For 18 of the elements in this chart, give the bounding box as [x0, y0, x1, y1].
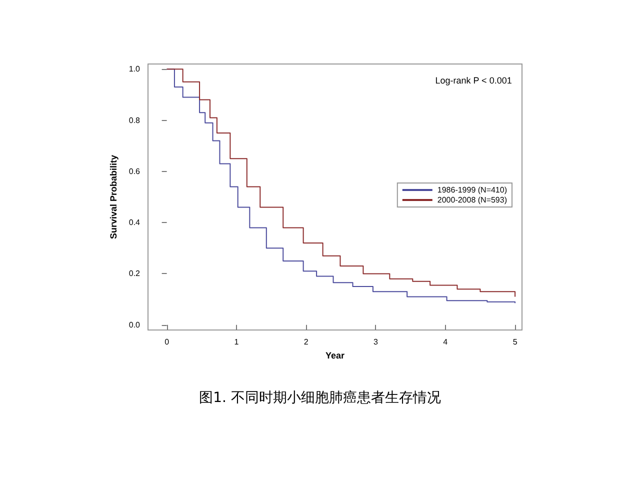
y-tick-label: 0.6: [128, 166, 141, 176]
x-tick-label: 1: [234, 338, 240, 346]
x-axis-title: Year: [325, 350, 345, 360]
text: 图1. 不同时期小细胞肺癌患者生存情况: [199, 390, 441, 406]
y-tick-label: 0.4: [128, 218, 141, 228]
y-tick-label: 0.2: [128, 269, 141, 278]
y-tick-label: 0.0: [128, 320, 141, 330]
legend-label: 1986-1999 (N=410): [437, 186, 508, 194]
annotation: Log-rank P < 0.001: [435, 76, 512, 86]
x-tick-label: 3: [374, 338, 379, 346]
legend-label: 2000-2008 (N=593): [437, 196, 508, 204]
y-tick-label: 1.0: [128, 64, 141, 74]
y-tick-label: 0.8: [128, 116, 141, 125]
y-axis-title: Survival Probability: [108, 154, 118, 240]
x-tick-label: 0: [164, 338, 170, 346]
x-tick-label: 5: [512, 338, 518, 346]
x-tick-label: 4: [443, 338, 448, 346]
x-tick-label: 2: [304, 338, 309, 346]
